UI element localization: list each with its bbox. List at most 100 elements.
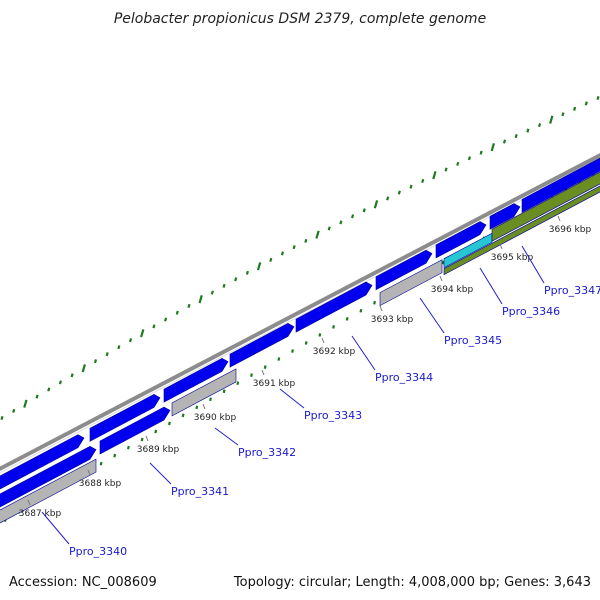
gene-leader-line xyxy=(419,297,445,334)
other-feature xyxy=(379,259,443,307)
scale-tick-label: 3692 kbp xyxy=(313,347,356,357)
other-feature xyxy=(0,458,97,524)
gene-leader-line xyxy=(351,335,376,371)
gene-label: Ppro_3346 xyxy=(502,305,560,318)
cds-feature-forward xyxy=(163,357,229,403)
gc-skew-mark xyxy=(245,270,249,275)
gc-skew-mark xyxy=(175,310,179,315)
gc-skew-mark xyxy=(549,115,554,124)
gc-skew-mark xyxy=(128,338,133,343)
topology-text: Topology: circular; Length: 4,008,000 bp… xyxy=(233,575,591,590)
gc-skew-mark xyxy=(187,303,191,308)
gc-skew-mark xyxy=(105,352,109,357)
gc-content-mark xyxy=(291,349,294,353)
gene-label: Ppro_3344 xyxy=(375,371,433,384)
scale-tick-mark xyxy=(202,403,206,410)
gc-skew-mark xyxy=(479,150,483,155)
scale-tick-mark xyxy=(499,243,503,250)
gc-skew-mark xyxy=(93,359,98,364)
gc-skew-mark xyxy=(432,171,437,180)
gc-skew-mark xyxy=(304,238,308,243)
gc-skew-mark xyxy=(152,324,156,329)
gc-skew-mark xyxy=(198,295,203,304)
gc-content-mark xyxy=(195,405,199,410)
map-title: Pelobacter propionicus DSM 2379, complet… xyxy=(114,11,486,27)
scale-tick-label: 3696 kbp xyxy=(549,225,592,235)
cds-feature-forward xyxy=(295,281,373,333)
gene-leader-line xyxy=(279,388,305,409)
gene-labels: Ppro_3340 Ppro_3341 Ppro_3342 Ppro_3343 Ppro… xyxy=(41,245,600,558)
scale-tick-label: 3690 kbp xyxy=(194,413,237,423)
gc-skew-mark xyxy=(23,399,28,408)
gc-skew-mark xyxy=(0,415,4,421)
gc-skew-mark xyxy=(210,290,214,295)
region-feature xyxy=(491,171,600,242)
cds-feature-forward xyxy=(0,434,85,490)
gene-leader-line xyxy=(41,511,70,545)
gc-skew-mark xyxy=(538,123,542,128)
cds-feature-forward xyxy=(375,249,433,291)
gc-skew-mark xyxy=(81,364,86,373)
gc-skew-mark xyxy=(327,226,331,231)
scale-tick-mark xyxy=(27,499,31,506)
cds-feature-reverse xyxy=(99,406,171,455)
gc-skew-mark xyxy=(561,112,565,117)
gc-skew-mark xyxy=(526,128,530,133)
backbone-line xyxy=(0,152,600,472)
gc-content-mark xyxy=(263,365,267,369)
gc-content-mark xyxy=(277,357,281,361)
cds-feature-forward xyxy=(89,394,161,442)
scale-tick-label: 3695 kbp xyxy=(491,253,534,263)
cds-feature-forward xyxy=(435,221,487,259)
cds-feature-forward xyxy=(521,157,600,213)
gene-label: Ppro_3341 xyxy=(171,485,229,498)
gc-content-mark xyxy=(154,429,158,434)
gc-skew-mark xyxy=(280,251,285,256)
gc-skew-mark xyxy=(502,139,507,144)
accession-text: Accession: NC_008609 xyxy=(9,575,157,590)
scale-tick-label: 3688 kbp xyxy=(79,479,122,489)
scale-tick-mark xyxy=(439,275,443,282)
gc-content-mark xyxy=(126,445,130,450)
gc-skew-mark xyxy=(269,257,273,262)
gc-skew-mark xyxy=(409,184,413,189)
gc-skew-mark xyxy=(339,220,343,225)
gc-content-mark xyxy=(222,389,226,394)
gene-leader-line xyxy=(214,427,239,446)
gc-skew-mark xyxy=(467,156,472,161)
gc-skew-mark xyxy=(58,380,62,385)
gc-skew-mark xyxy=(222,283,226,288)
gc-content-mark xyxy=(373,300,376,305)
gene-leader-line xyxy=(479,267,503,305)
gc-skew-mark xyxy=(117,345,121,350)
scale-tick-mark xyxy=(379,305,383,312)
gc-skew-mark xyxy=(140,329,145,338)
cds-feature-forward xyxy=(229,323,295,368)
gc-skew-mark xyxy=(596,95,600,101)
gc-skew-mark xyxy=(292,245,296,250)
gc-skew-mark xyxy=(362,208,366,213)
gc-content-mark xyxy=(181,413,185,418)
gc-skew-track xyxy=(0,95,600,421)
gc-skew-mark xyxy=(70,373,74,378)
gc-skew-mark xyxy=(444,167,448,172)
gc-content-mark xyxy=(318,333,322,337)
gc-skew-mark xyxy=(12,408,16,413)
gc-skew-mark xyxy=(315,230,320,239)
gc-skew-mark xyxy=(397,190,401,195)
gene-label: Ppro_3342 xyxy=(238,446,296,459)
gc-skew-mark xyxy=(35,394,39,399)
scale-tick-label: 3689 kbp xyxy=(137,445,180,455)
gene-label: Ppro_3345 xyxy=(444,334,502,347)
gc-skew-mark xyxy=(373,200,379,209)
gene-label: Ppro_3343 xyxy=(304,409,362,422)
scale-tick-mark xyxy=(87,469,91,476)
gc-skew-mark xyxy=(164,317,168,322)
gc-skew-mark xyxy=(573,106,577,111)
gene-label: Ppro_3340 xyxy=(69,545,127,558)
other-feature xyxy=(171,368,237,417)
scale-tick-mark xyxy=(145,435,149,442)
gc-skew-mark xyxy=(256,262,262,271)
gc-skew-mark xyxy=(584,101,588,106)
